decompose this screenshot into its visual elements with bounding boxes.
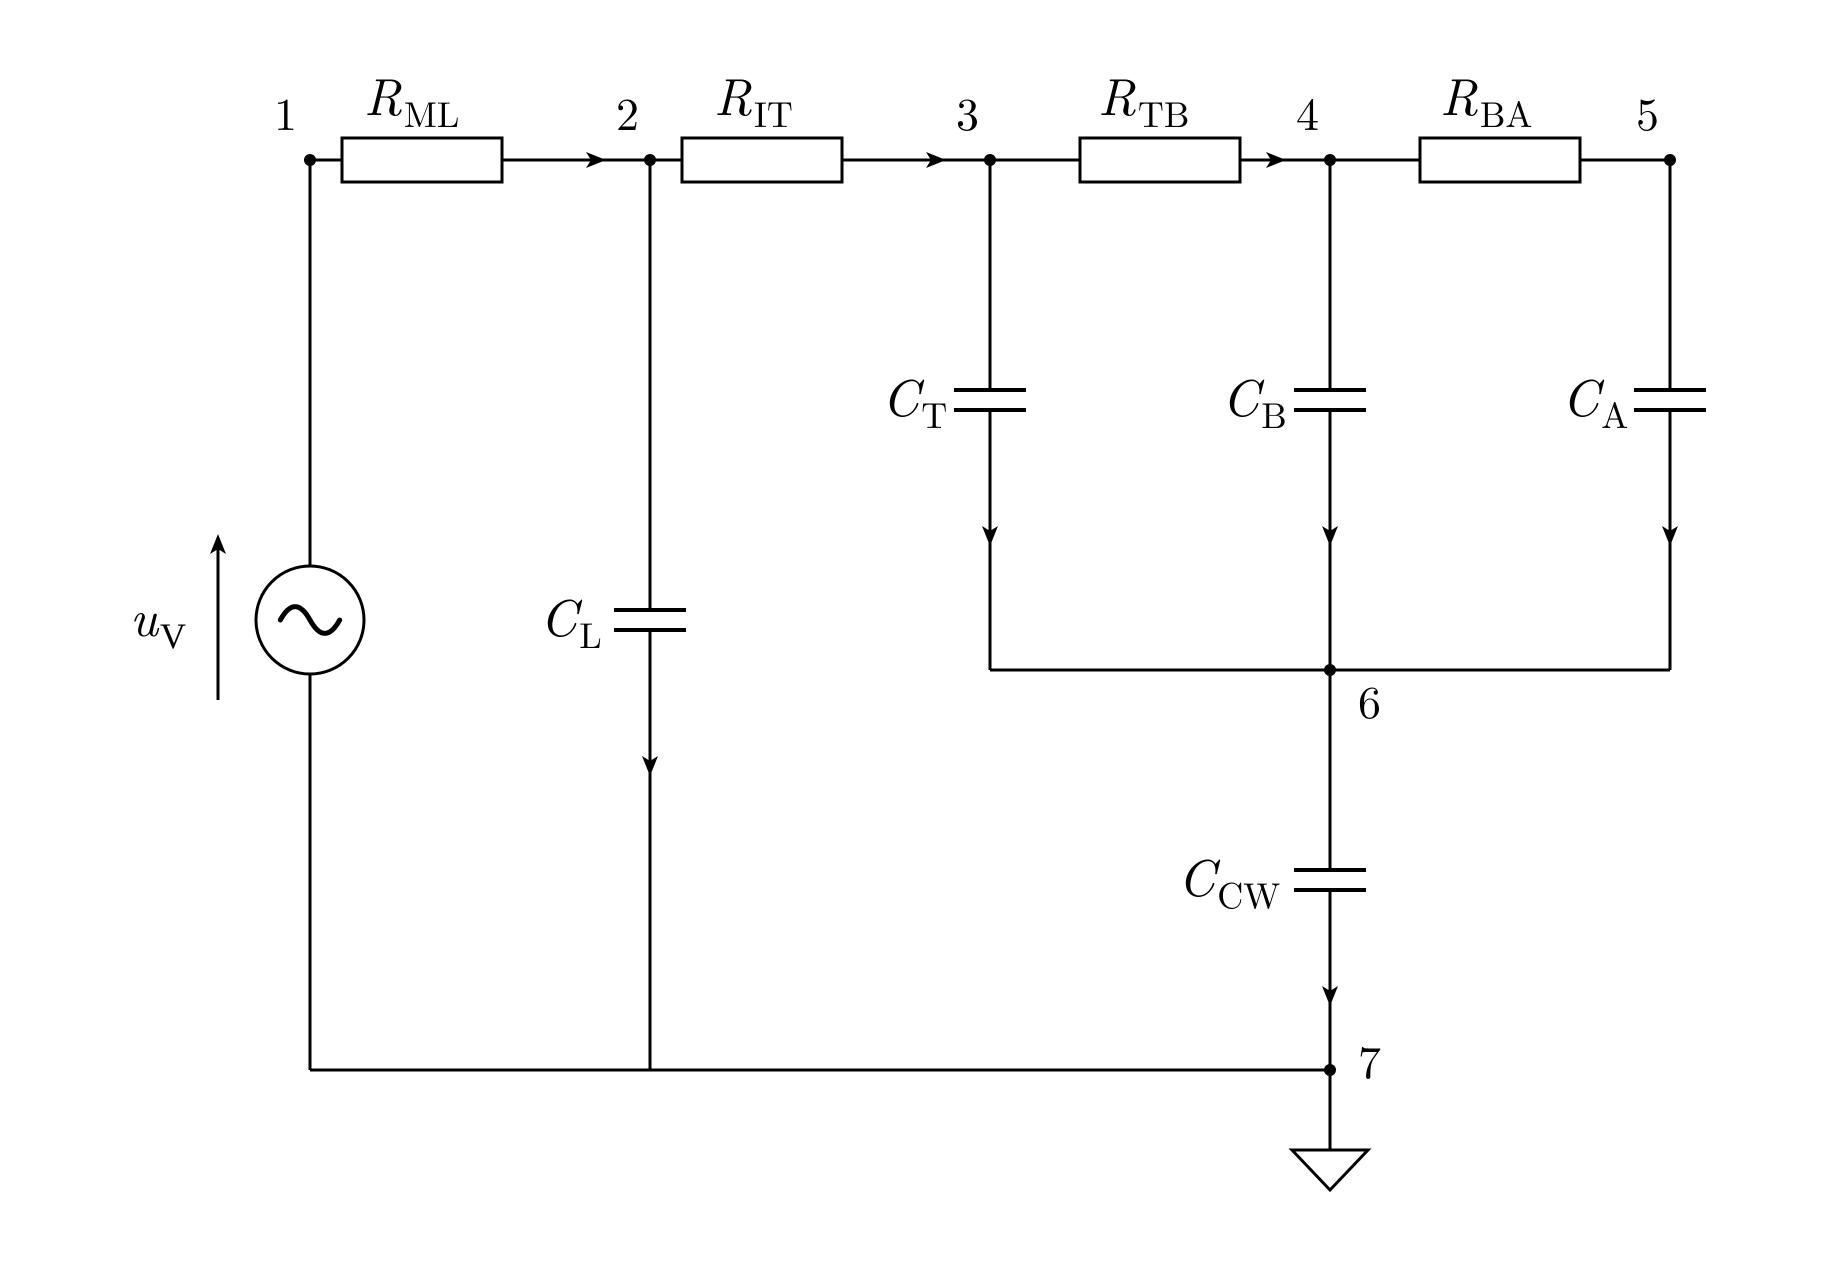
- node-3: [984, 154, 996, 166]
- label-source: uV: [130, 578, 186, 656]
- node-label-2: 2: [616, 79, 639, 144]
- ground-icon: [1292, 1150, 1368, 1190]
- label-C_T: CT: [882, 358, 947, 439]
- node-label-3: 3: [956, 79, 979, 144]
- node-7: [1324, 1064, 1336, 1076]
- label-C_B: CB: [1222, 358, 1287, 439]
- node-label-1: 1: [274, 79, 297, 144]
- node-5: [1664, 154, 1676, 166]
- label-R_IT: RIT: [714, 57, 793, 138]
- node-4: [1324, 154, 1336, 166]
- label-C_CW: CCW: [1178, 838, 1280, 919]
- resistor-R_BA: [1420, 138, 1580, 182]
- label-R_ML: RML: [364, 57, 459, 138]
- node-label-4: 4: [1296, 79, 1319, 144]
- label-C_L: CL: [540, 578, 602, 659]
- label-R_BA: RBA: [1440, 57, 1532, 138]
- label-C_A: CA: [1562, 358, 1628, 439]
- resistor-R_IT: [682, 138, 842, 182]
- node-1: [304, 154, 316, 166]
- node-label-6: 6: [1358, 667, 1381, 732]
- node-label-5: 5: [1636, 79, 1659, 144]
- circuit-diagram: 1 2 3 4 5 6 7 RML RIT RTB RBA CL CT CB CA CCW uV: [0, 0, 1830, 1283]
- resistor-R_TB: [1080, 138, 1240, 182]
- label-R_TB: RTB: [1098, 57, 1189, 138]
- node-2: [644, 154, 656, 166]
- node-label-7: 7: [1358, 1027, 1381, 1092]
- node-6: [1324, 664, 1336, 676]
- schematic-layer: 1 2 3 4 5 6 7 RML RIT RTB RBA CL CT CB CA CCW uV: [130, 57, 1706, 1190]
- resistor-R_ML: [342, 138, 502, 182]
